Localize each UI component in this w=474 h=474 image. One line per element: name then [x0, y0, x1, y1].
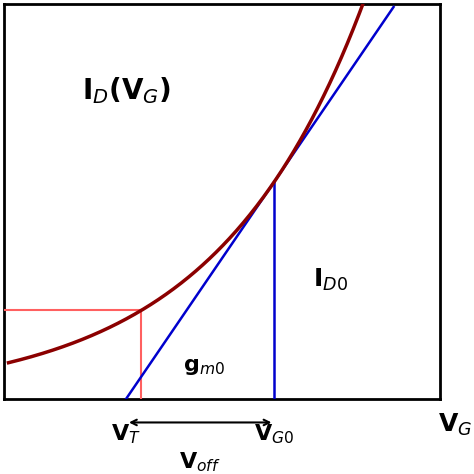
- Text: I$_{D0}$: I$_{D0}$: [313, 266, 348, 292]
- Text: V$_T$: V$_T$: [111, 422, 141, 446]
- Text: I$_{D}$(V$_{G}$): I$_{D}$(V$_{G}$): [82, 75, 171, 106]
- Text: V$_{off}$: V$_{off}$: [179, 450, 221, 474]
- Text: g$_{m0}$: g$_{m0}$: [183, 357, 225, 377]
- Text: V$_{G0}$: V$_{G0}$: [254, 422, 294, 446]
- Text: V$_G$: V$_G$: [438, 411, 472, 438]
